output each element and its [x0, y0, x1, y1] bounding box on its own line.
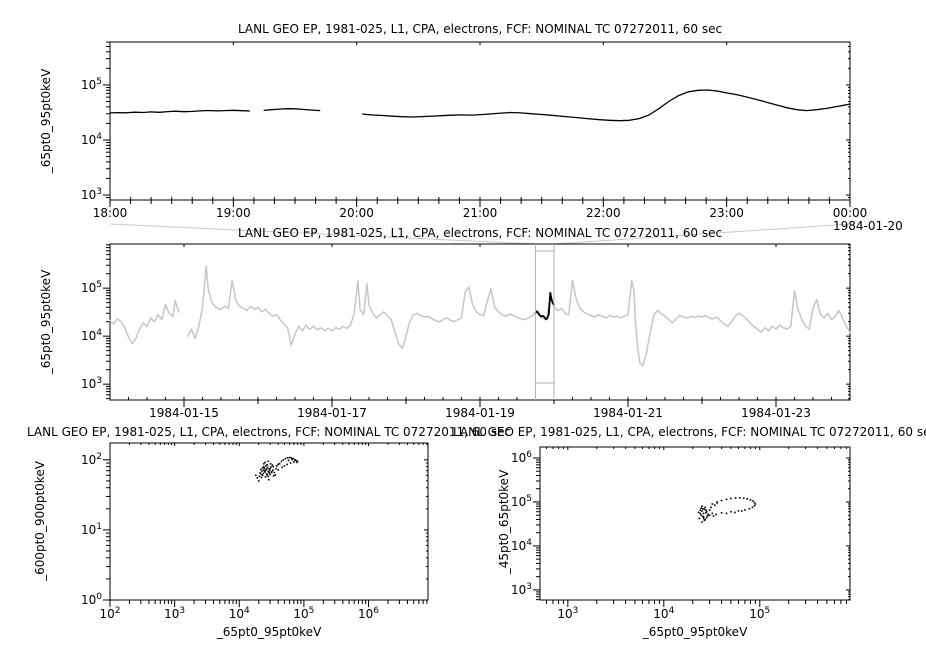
svg-text:104: 104 [653, 606, 674, 621]
svg-text:20:00: 20:00 [339, 206, 374, 220]
svg-text:102: 102 [81, 452, 102, 467]
svg-text:1984-01-17: 1984-01-17 [297, 406, 367, 420]
svg-text:1984-01-15: 1984-01-15 [149, 406, 219, 420]
svg-text:104: 104 [81, 328, 102, 343]
scatter-plot-45-65kev[interactable]: 103 104 105 106 103 104 105 [511, 446, 851, 621]
svg-text:106: 106 [358, 606, 379, 621]
scatter-right-ylabel[interactable]: _45pt0_65pt0keV [497, 469, 511, 575]
svg-text:103: 103 [81, 376, 102, 391]
svg-text:1984-01-23: 1984-01-23 [741, 406, 811, 420]
svg-text:105: 105 [511, 494, 532, 509]
svg-text:105: 105 [293, 606, 314, 621]
context-overview-plot[interactable]: 103 104 105 1984-01-15 1984-01-17 1984-01-19 1… [81, 243, 851, 420]
svg-text:00:00: 00:00 [833, 206, 868, 220]
svg-text:104: 104 [511, 538, 532, 553]
scatter-right-xlabel[interactable]: _65pt0_95pt0keV [642, 625, 748, 639]
top-plot-ylabel[interactable]: _65pt0_95pt0keV [39, 68, 53, 174]
top-plot-title: LANL GEO EP, 1981-025, L1, CPA, electron… [237, 22, 723, 36]
svg-text:105: 105 [749, 606, 770, 621]
svg-text:106: 106 [511, 450, 532, 465]
svg-text:103: 103 [557, 606, 578, 621]
svg-text:105: 105 [81, 280, 102, 295]
scatter-left-xlabel[interactable]: _65pt0_95pt0keV [216, 625, 322, 639]
svg-text:1984-01-19: 1984-01-19 [445, 406, 515, 420]
svg-text:18:00: 18:00 [93, 206, 128, 220]
svg-text:101: 101 [81, 522, 102, 537]
svg-text:22:00: 22:00 [586, 206, 621, 220]
scatter-right-title: LANL GEO EP, 1981-025, L1, CPA, electron… [452, 425, 926, 439]
svg-text:105: 105 [81, 77, 102, 92]
middle-plot-title: LANL GEO EP, 1981-025, L1, CPA, electron… [237, 226, 723, 240]
zoom-connector-lines [109, 223, 851, 245]
svg-text:102: 102 [99, 606, 120, 621]
svg-text:103: 103 [511, 582, 532, 597]
svg-text:104: 104 [81, 132, 102, 147]
svg-text:1984-01-21: 1984-01-21 [593, 406, 663, 420]
scatter-left-title: LANL GEO EP, 1981-025, L1, CPA, electron… [26, 425, 512, 439]
scatter-left-ylabel[interactable]: _600pt0_900pt0keV [33, 461, 47, 581]
svg-text:23:00: 23:00 [709, 206, 744, 220]
svg-text:19:00: 19:00 [216, 206, 251, 220]
svg-text:21:00: 21:00 [463, 206, 498, 220]
top-plot-xaxis-date[interactable]: 1984-01-20 [833, 219, 903, 233]
svg-text:103: 103 [164, 606, 185, 621]
svg-text:104: 104 [229, 606, 250, 621]
middle-plot-ylabel[interactable]: _65pt0_95pt0keV [39, 269, 53, 375]
svg-text:100: 100 [81, 592, 102, 607]
zoomed-time-series-plot[interactable]: 103 104 105 18:00 19:00 20:00 21:00 22:00 23:00 0… [81, 41, 868, 220]
scatter-plot-600-900kev[interactable]: 100 101 102 102 103 104 105 106 [81, 442, 429, 621]
svg-text:103: 103 [81, 187, 102, 202]
